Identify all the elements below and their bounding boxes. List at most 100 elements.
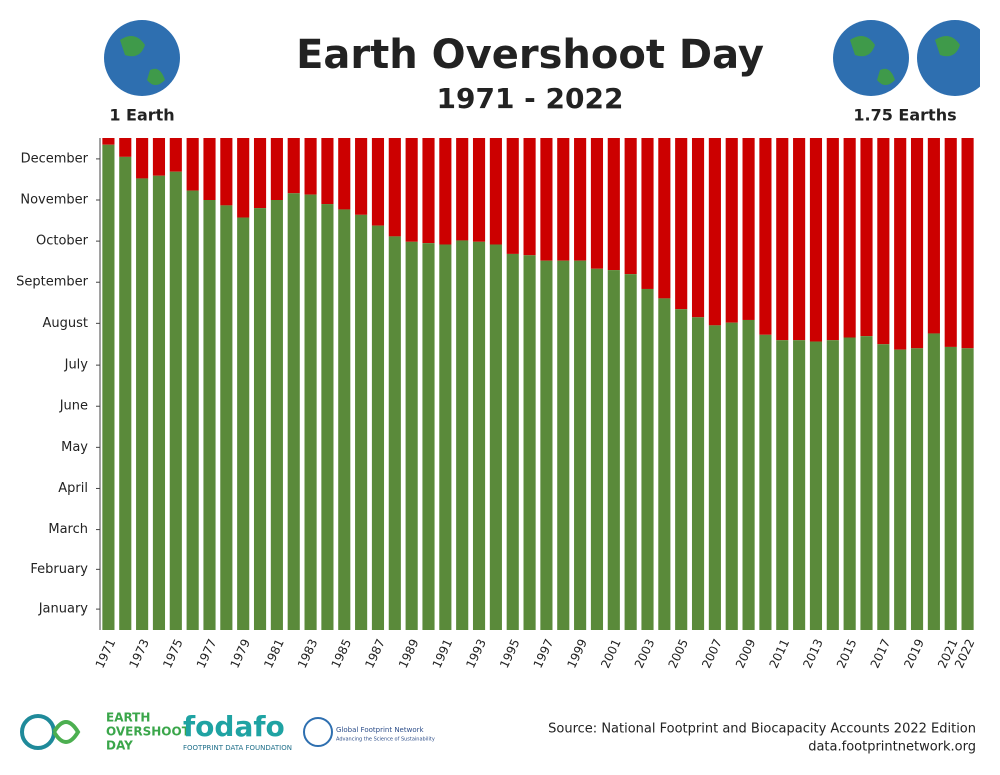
overshoot-bar [152, 138, 166, 176]
chart-title: Earth Overshoot Day [296, 32, 764, 78]
overshoot-bar [574, 138, 587, 261]
overshoot-bar [843, 138, 856, 338]
logo-text: FOOTPRINT DATA FOUNDATION [183, 744, 292, 752]
y-tick-label: March [48, 522, 88, 537]
overshoot-bar [725, 138, 738, 323]
y-tick-label: October [36, 234, 89, 249]
overshoot-bar [590, 138, 604, 269]
bar [843, 337, 856, 630]
bar [540, 260, 553, 630]
bar [321, 204, 334, 630]
bar [388, 236, 401, 630]
bar [590, 268, 604, 630]
overshoot-bar [944, 138, 957, 347]
overshoot-bar [237, 138, 250, 218]
bar [237, 217, 250, 631]
logo-text: OVERSHOOT [106, 725, 191, 739]
bar [304, 194, 317, 630]
bar [860, 336, 873, 630]
bar [961, 348, 974, 630]
overshoot-bar [169, 138, 182, 172]
overshoot-bar [809, 138, 823, 342]
overshoot-bar [355, 138, 368, 215]
overshoot-bar [371, 138, 385, 226]
bar [287, 193, 300, 630]
bar [776, 340, 789, 630]
y-tick-label: August [43, 316, 89, 331]
overshoot-bar [540, 138, 553, 261]
overshoot-bar [961, 138, 974, 349]
bar [877, 344, 890, 630]
y-tick-label: January [38, 602, 89, 617]
overshoot-bar [119, 138, 132, 157]
bar [472, 241, 486, 630]
bar [793, 340, 806, 630]
bar [253, 208, 267, 631]
globe [104, 20, 993, 96]
bar [405, 241, 418, 630]
logo-text: Advancing the Science of Sustainability [336, 737, 435, 743]
bar [944, 346, 957, 630]
overshoot-bar [708, 138, 721, 326]
footer-logos: EARTH OVERSHOOT DAY fodafo FOOTPRINT DAT… [20, 710, 435, 753]
bar [220, 205, 233, 630]
bar [489, 244, 502, 630]
overshoot-bar [860, 138, 873, 337]
logo-text: Global Footprint Network [336, 726, 424, 734]
overshoot-bar [102, 138, 115, 145]
bar [894, 349, 907, 630]
bar [742, 319, 755, 630]
bar [355, 214, 368, 630]
bar [607, 270, 620, 630]
bar [927, 333, 940, 630]
bar [119, 156, 132, 631]
bar [641, 288, 654, 630]
bar [809, 341, 823, 630]
bar [708, 325, 721, 630]
chart-subtitle: 1971 - 2022 [437, 82, 624, 115]
overshoot-bar [624, 138, 637, 275]
overshoot-bar [136, 138, 149, 179]
overshoot-bar [338, 138, 351, 210]
overshoot-bar [422, 138, 435, 244]
bar [152, 175, 166, 630]
bar [506, 253, 519, 631]
y-tick-label: April [58, 481, 88, 496]
bar [557, 260, 570, 630]
overshoot-bar [691, 138, 705, 318]
overshoot-bar [675, 138, 688, 310]
y-tick-label: December [21, 151, 89, 166]
overshoot-bar [506, 138, 519, 254]
bar [826, 340, 839, 630]
bar [658, 298, 671, 630]
bar [910, 348, 924, 630]
source-url: data.footprintnetwork.org [808, 740, 976, 755]
annotation: 1.75 Earths [853, 106, 956, 125]
bar [759, 334, 772, 630]
logo-text: EARTH [106, 711, 150, 725]
bar [456, 240, 469, 630]
bar [338, 209, 351, 630]
logo-text: DAY [106, 739, 133, 753]
crop [980, 0, 1000, 130]
overshoot-bar [489, 138, 502, 245]
bar [186, 190, 199, 630]
bar [675, 309, 688, 630]
bar [270, 200, 283, 630]
bar [169, 171, 182, 631]
overshoot-bar [523, 138, 536, 256]
overshoot-bar [304, 138, 317, 195]
overshoot-bar [321, 138, 334, 205]
bar [136, 178, 149, 630]
overshoot-bar [253, 138, 267, 209]
overshoot-bar [456, 138, 469, 241]
bar [203, 200, 216, 630]
overshoot-bar [186, 138, 199, 191]
bar [691, 317, 705, 630]
overshoot-bar [203, 138, 216, 201]
overshoot-bar [776, 138, 789, 341]
y-tick-label: May [61, 440, 88, 455]
y-tick-label: June [59, 399, 88, 414]
overshoot-bar [607, 138, 620, 271]
